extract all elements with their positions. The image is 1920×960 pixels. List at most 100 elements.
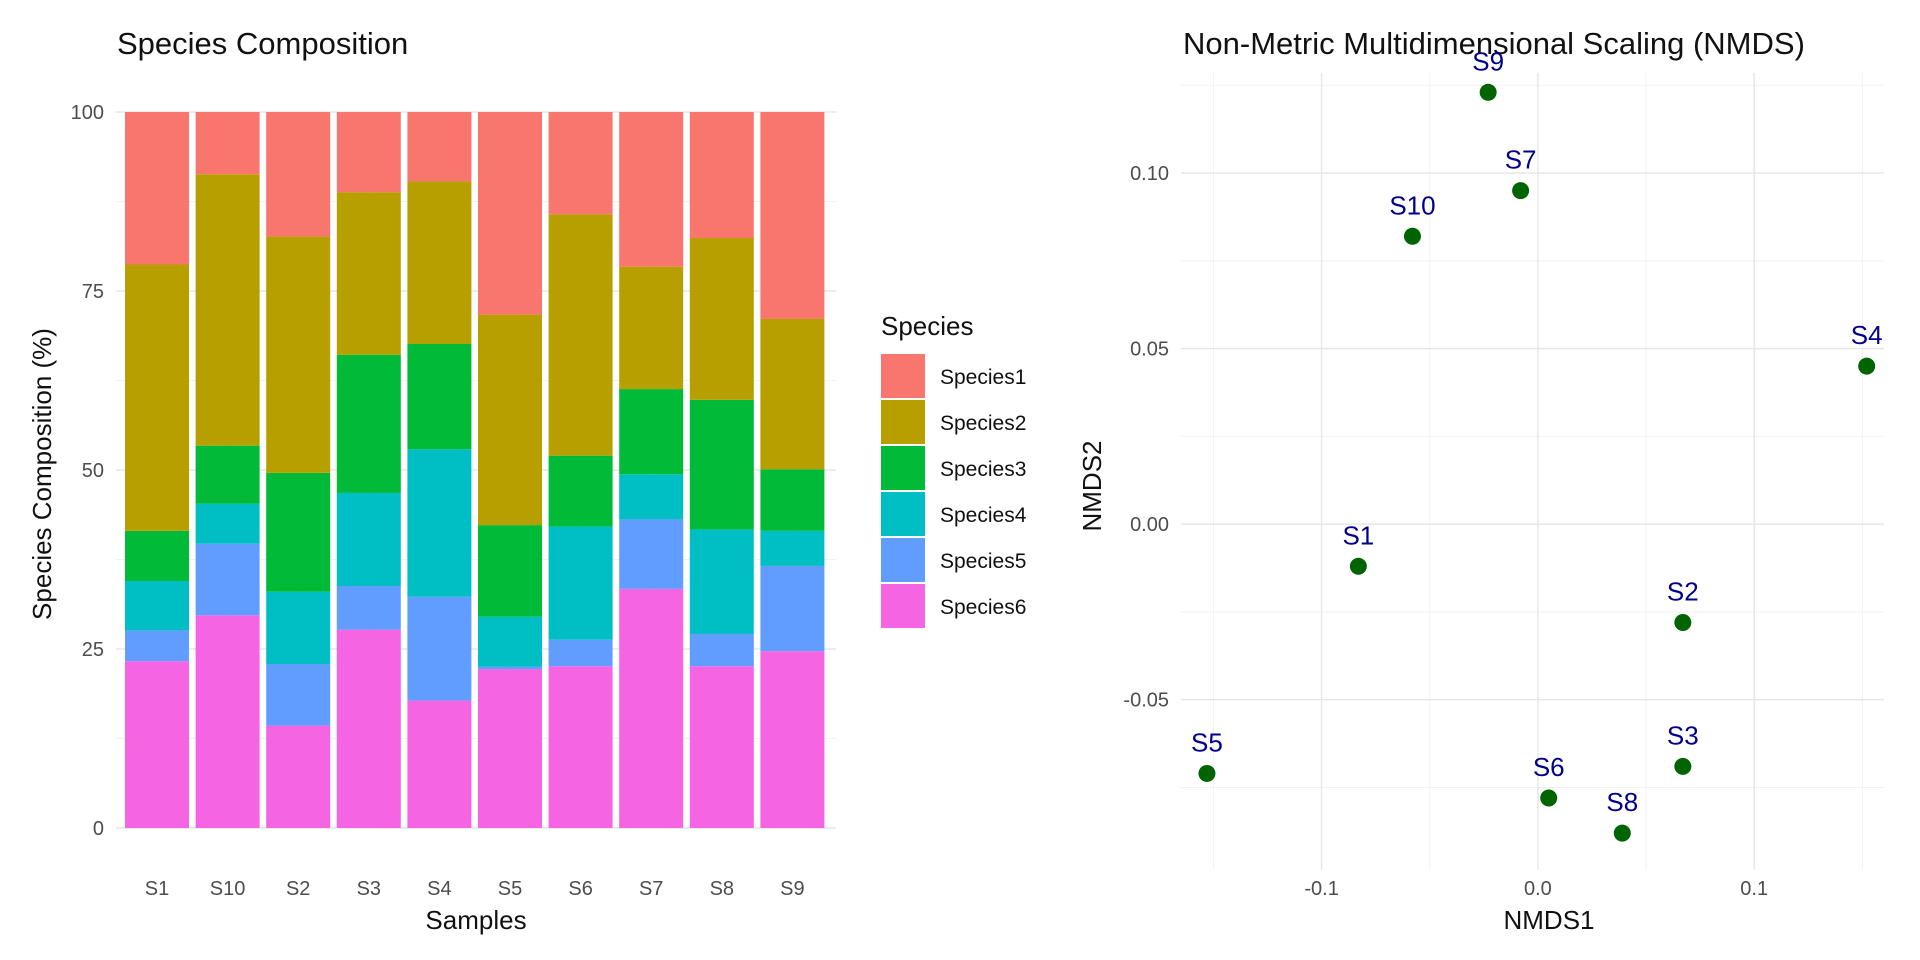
nmds-chart-point-labels: S9 S7 S10 S4 S1 S2 S5 S6 S3 S8	[1191, 46, 1883, 817]
x-tick-label: S5	[498, 878, 522, 900]
bar-segment-s7-species3	[619, 389, 684, 475]
bar-chart-x-axis-title: Samples	[425, 905, 526, 935]
bar-segment-s9-species5	[760, 565, 825, 652]
y-tick-label: 25	[82, 639, 104, 661]
bar-segment-s8-species6	[689, 666, 754, 828]
bar-segment-s6-species2	[548, 214, 613, 456]
bar-segment-s8-species2	[689, 238, 754, 400]
bar-segment-s4-species3	[407, 343, 472, 450]
bar-segment-s8-species5	[689, 633, 754, 667]
point-label-s9: S9	[1472, 46, 1504, 76]
legend-swatch-species4	[881, 492, 925, 536]
bar-chart-title: Species Composition	[117, 26, 408, 61]
point-s10	[1403, 227, 1421, 245]
bar-segment-s8-species3	[689, 399, 754, 530]
bar-segment-s5-species4	[478, 616, 542, 667]
bar-segment-s10-species1	[195, 112, 260, 175]
bar-segment-s2-species1	[266, 112, 331, 237]
bar-segment-s5-species2	[478, 314, 542, 526]
y-tick-label: 75	[82, 281, 104, 303]
bar-chart-legend: Species Species1 Species2 Species3 Species4…	[881, 311, 1027, 628]
x-tick-label: S6	[568, 878, 592, 900]
nmds-chart-points	[1198, 83, 1876, 842]
point-label-s3: S3	[1667, 720, 1699, 750]
bar-segment-s6-species6	[548, 666, 613, 828]
bar-segment-s4-species5	[407, 596, 472, 701]
legend-swatch-species5	[881, 538, 925, 582]
x-tick-label: S7	[639, 878, 663, 900]
x-tick-label: S4	[427, 878, 451, 900]
bar-segment-s7-species5	[619, 519, 684, 589]
nmds-chart-panel: Non-Metric Multidimensional Scaling (NMD…	[1077, 26, 1884, 935]
bar-segment-s1-species4	[125, 580, 189, 631]
bar-segment-s9-species3	[760, 469, 825, 531]
bar-segment-s1-species5	[125, 630, 189, 662]
point-s8	[1613, 824, 1631, 842]
legend-swatch-species3	[881, 446, 925, 490]
bar-segment-s2-species6	[266, 725, 331, 828]
y-tick-label: 50	[82, 460, 104, 482]
y-tick-label: 100	[71, 102, 104, 124]
x-tick-label: S3	[357, 878, 381, 900]
bar-segment-s1-species6	[125, 661, 189, 828]
point-s6	[1540, 789, 1558, 807]
bar-segment-s10-species3	[195, 445, 260, 504]
point-label-s1: S1	[1342, 520, 1374, 550]
y-tick-label: -0.05	[1123, 690, 1169, 712]
nmds-chart-x-tick-labels: -0.1 0.0 0.1	[1304, 878, 1768, 900]
bar-chart-panel: Species Composition 0 25 50 75 100 S1 S10 S2 S3…	[27, 26, 1027, 935]
point-s5	[1198, 764, 1216, 782]
point-label-s10: S10	[1389, 190, 1435, 220]
bar-segment-s6-species4	[548, 526, 613, 640]
nmds-chart-x-axis-title: NMDS1	[1503, 905, 1594, 935]
x-tick-label: S10	[210, 878, 246, 900]
x-tick-label: -0.1	[1304, 878, 1338, 900]
bar-segment-s3-species4	[336, 492, 401, 586]
bar-chart-y-tick-labels: 0 25 50 75 100	[71, 102, 104, 840]
bar-segment-s8-species4	[689, 529, 754, 634]
legend-swatch-species6	[881, 584, 925, 628]
bar-segment-s5-species3	[478, 525, 542, 617]
bar-segment-s10-species6	[195, 615, 260, 828]
bar-segment-s1-species2	[125, 264, 189, 531]
bar-segment-s5-species1	[478, 112, 542, 315]
x-tick-label: 0.1	[1740, 878, 1768, 900]
bar-segment-s3-species1	[336, 112, 401, 193]
bar-segment-s6-species3	[548, 455, 613, 527]
nmds-chart-title: Non-Metric Multidimensional Scaling (NMD…	[1183, 26, 1805, 61]
bar-segment-s4-species6	[407, 700, 472, 828]
point-s3	[1674, 757, 1692, 775]
bar-segment-s10-species2	[195, 174, 260, 446]
nmds-chart-y-tick-labels: -0.05 0.00 0.05 0.10	[1123, 163, 1169, 712]
bar-chart-bars	[125, 112, 825, 828]
bar-segment-s9-species2	[760, 318, 825, 470]
legend-swatch-species2	[881, 400, 925, 444]
legend-label-species5: Species5	[940, 550, 1026, 573]
bar-segment-s2-species3	[266, 472, 331, 592]
point-s9	[1479, 83, 1497, 101]
bar-segment-s4-species4	[407, 449, 472, 597]
bar-segment-s9-species4	[760, 530, 825, 566]
legend-items: Species1 Species2 Species3 Species4 Species5…	[881, 354, 1027, 628]
bar-segment-s2-species4	[266, 591, 331, 665]
bar-segment-s7-species2	[619, 266, 684, 390]
bar-segment-s4-species1	[407, 112, 472, 182]
bar-segment-s7-species6	[619, 588, 684, 828]
bar-segment-s1-species1	[125, 112, 189, 265]
x-tick-label: S1	[145, 878, 169, 900]
bar-segment-s7-species1	[619, 112, 684, 267]
bar-segment-s10-species4	[195, 503, 260, 544]
bar-segment-s1-species3	[125, 530, 189, 581]
legend-swatch-species1	[881, 354, 925, 398]
bar-segment-s6-species5	[548, 639, 613, 667]
legend-label-species6: Species6	[940, 596, 1026, 619]
point-s2	[1674, 613, 1692, 631]
point-s7	[1512, 182, 1530, 200]
nmds-chart-gridlines	[1181, 73, 1884, 870]
point-label-s2: S2	[1667, 576, 1699, 606]
legend-label-species4: Species4	[940, 504, 1027, 527]
bar-segment-s4-species2	[407, 181, 472, 344]
bar-segment-s3-species3	[336, 354, 401, 493]
bar-segment-s5-species6	[478, 669, 542, 828]
